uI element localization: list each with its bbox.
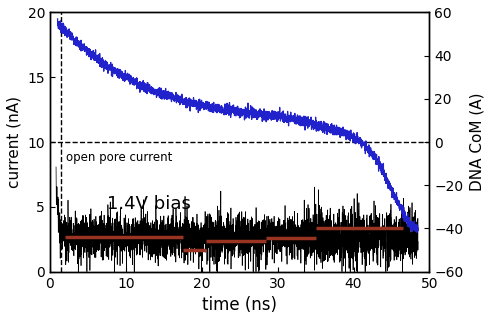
Y-axis label: current (nA): current (nA) (7, 96, 22, 188)
X-axis label: time (ns): time (ns) (202, 296, 277, 314)
Y-axis label: DNA CoM (A): DNA CoM (A) (469, 93, 484, 191)
Text: 1.4V bias: 1.4V bias (107, 195, 191, 213)
Text: open pore current: open pore current (66, 152, 172, 164)
